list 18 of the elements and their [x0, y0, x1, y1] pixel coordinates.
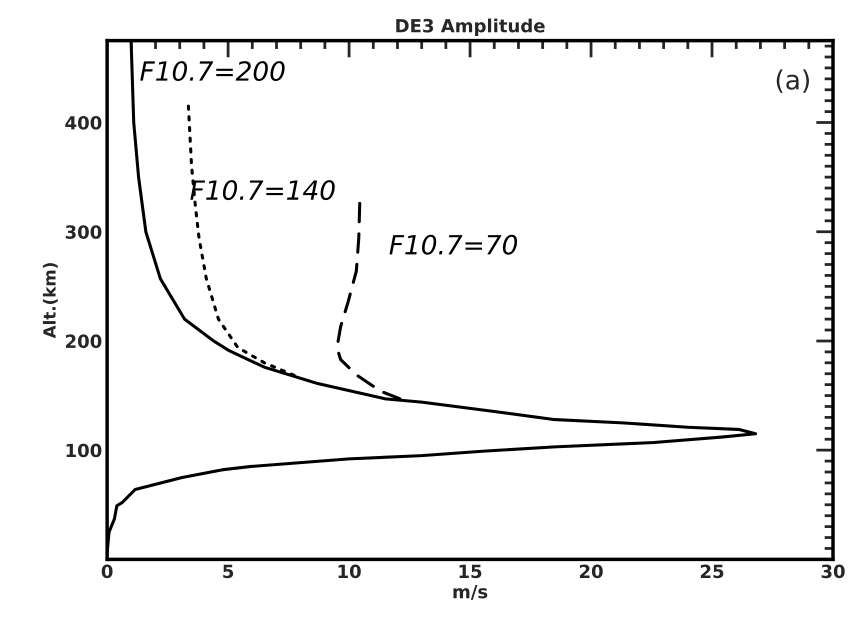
x-tick-label: 25 [700, 564, 724, 578]
y-axis-title: Alt.(km) [42, 263, 58, 338]
series-label: F10.7=140 [190, 180, 335, 200]
x-tick-label: 15 [460, 564, 482, 578]
y-tick-label: 200 [66, 334, 102, 348]
x-tick-label: 10 [338, 564, 361, 578]
annotation: (a) [776, 69, 809, 93]
x-tick-label: 5 [223, 564, 234, 578]
series-label: F10.7=200 [140, 61, 285, 82]
x-axis-title: m/s [453, 585, 488, 600]
x-tick-label: 30 [822, 564, 845, 578]
series-label: F10.7=70 [389, 234, 518, 255]
chart-title: DE3 Amplitude [396, 18, 545, 36]
x-tick-label: 20 [580, 564, 603, 578]
y-tick-label: 400 [65, 116, 102, 130]
y-tick-label: 300 [66, 225, 102, 239]
y-tick-label: 100 [66, 444, 102, 458]
x-tick-label: 0 [102, 564, 113, 578]
